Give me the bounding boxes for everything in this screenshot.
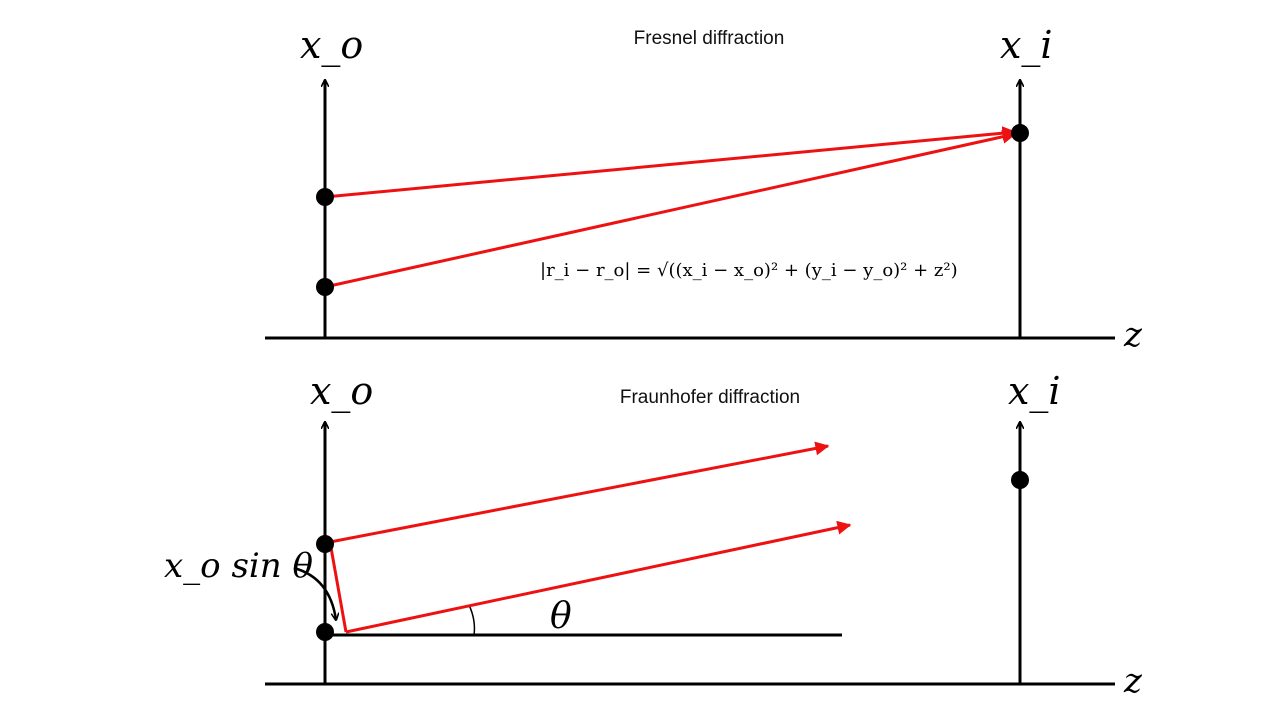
fraunhofer-z-label: z <box>1123 661 1143 701</box>
fraunhofer-ray-lower <box>345 520 852 634</box>
fraunhofer-object-axis-label: x_o <box>310 369 373 414</box>
fresnel-source-point-lower <box>316 278 334 296</box>
fraunhofer-source-point-lower <box>316 623 334 641</box>
fraunhofer-image-axis-label: x_i <box>1008 369 1061 414</box>
fresnel-object-axis-label: x_o <box>300 23 363 68</box>
fresnel-image-point <box>1011 124 1029 142</box>
fraunhofer-panel: Fraunhofer diffraction z x_o x_i θ x_o s… <box>164 369 1143 701</box>
fraunhofer-image-point <box>1011 471 1029 489</box>
fresnel-title: Fresnel diffraction <box>634 28 785 49</box>
path-difference-pointer <box>293 566 336 620</box>
path-difference-segment <box>328 541 348 633</box>
fresnel-ray-lower <box>324 129 1017 289</box>
fresnel-source-point-upper <box>316 188 334 206</box>
fresnel-distance-equation: |r_i − r_o| = √((x_i − x_o)² + (y_i − y_… <box>540 260 958 281</box>
fresnel-ray-upper <box>324 126 1017 199</box>
path-difference-label: x_o sin θ <box>164 546 313 586</box>
fraunhofer-title: Fraunhofer diffraction <box>620 387 800 408</box>
theta-angle-label: θ <box>550 596 572 637</box>
fresnel-image-axis-label: x_i <box>1000 23 1053 68</box>
fraunhofer-source-point-upper <box>316 535 334 553</box>
fresnel-panel: Fresnel diffraction z x_o x_i |r_i − r_o… <box>265 23 1143 355</box>
fresnel-z-label: z <box>1123 315 1143 355</box>
fraunhofer-ray-upper <box>329 441 830 544</box>
theta-angle-arc <box>468 604 476 636</box>
